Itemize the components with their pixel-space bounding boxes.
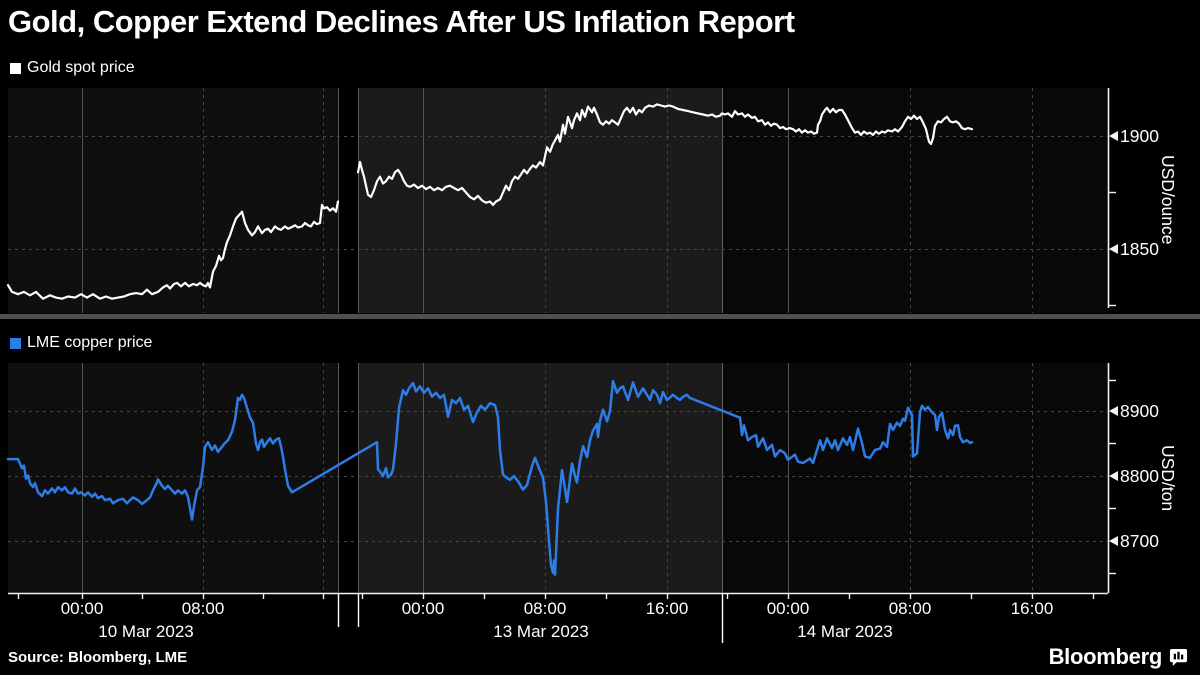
- time-tick-label: 00:00: [766, 599, 810, 618]
- copper-y-tick-label: 8700: [1120, 531, 1159, 551]
- y-tick-arrow-icon: [1109, 406, 1118, 416]
- date-label: 14 Mar 2023: [797, 622, 893, 641]
- gold-y-tick-label: 1850: [1120, 239, 1159, 259]
- gold-y-axis-title: USD/ounce: [1158, 155, 1178, 245]
- date-label: 13 Mar 2023: [493, 622, 589, 641]
- copper-y-axis-title: USD/ton: [1158, 444, 1178, 512]
- copper-y-tick-label: 8900: [1120, 401, 1159, 421]
- y-tick-arrow-icon: [1109, 471, 1118, 481]
- copper-price-line: [6, 379, 974, 577]
- gold-price-line: [356, 103, 974, 206]
- date-label: 10 Mar 2023: [98, 622, 194, 641]
- y-tick-arrow-icon: [1109, 131, 1118, 141]
- chart-separator: [0, 314, 1200, 319]
- time-tick-label: 16:00: [1010, 599, 1054, 618]
- time-tick-label: 16:00: [645, 599, 689, 618]
- bloomberg-bug-icon: [1169, 648, 1188, 666]
- gold-price-line: [6, 200, 340, 300]
- copper-legend-label: LME copper price: [27, 334, 153, 351]
- time-tick-label: 08:00: [888, 599, 932, 618]
- time-tick-label: 00:00: [60, 599, 104, 618]
- panel-bg: [358, 88, 722, 313]
- bloomberg-logo: Bloomberg: [1049, 644, 1188, 670]
- time-tick-label: 08:00: [523, 599, 567, 618]
- bloomberg-logo-text: Bloomberg: [1048, 644, 1163, 669]
- panel-bg: [722, 363, 1108, 593]
- y-tick-arrow-icon: [1109, 536, 1118, 546]
- time-tick-label: 00:00: [401, 599, 445, 618]
- copper-y-tick-label: 8800: [1120, 466, 1159, 486]
- y-tick-arrow-icon: [1109, 244, 1118, 254]
- gold-legend-swatch-icon: [10, 62, 21, 74]
- gold-legend-label: Gold spot price: [27, 59, 135, 76]
- gold-y-tick-label: 1900: [1120, 126, 1159, 146]
- panel-bg: [8, 363, 338, 593]
- source-note: Source: Bloomberg, LME: [8, 649, 188, 666]
- weekend-gap-band: [338, 363, 358, 593]
- panel-bg: [722, 88, 1108, 313]
- time-tick-label: 08:00: [181, 599, 225, 618]
- weekend-gap-band: [338, 88, 358, 313]
- legend-copper: LME copper price: [10, 334, 152, 352]
- copper-legend-swatch-icon: [10, 337, 21, 349]
- panel-bg: [8, 88, 338, 313]
- page-title: Gold, Copper Extend Declines After US In…: [8, 4, 795, 39]
- legend-gold: Gold spot price: [10, 59, 135, 77]
